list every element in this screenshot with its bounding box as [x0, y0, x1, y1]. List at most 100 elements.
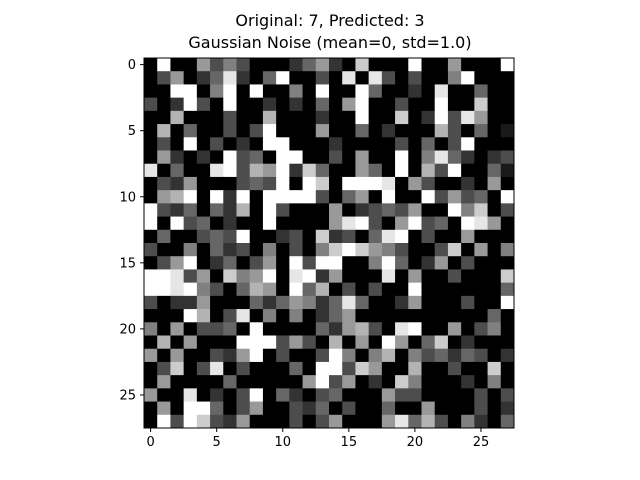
heatmap-cell-r20-c0 — [144, 322, 158, 336]
heatmap-cell-r18-c23 — [447, 295, 462, 310]
heatmap-cell-r13-c9 — [262, 229, 277, 244]
heatmap-cell-r25-c19 — [395, 388, 409, 402]
heatmap-cell-r17-c13 — [315, 282, 330, 297]
heatmap-cell-r17-c4 — [196, 282, 211, 297]
heatmap-cell-r26-c20 — [408, 401, 422, 416]
heatmap-cell-r7-c23 — [447, 150, 462, 165]
heatmap-cell-r11-c1 — [157, 203, 171, 217]
heatmap-cell-r19-c2 — [170, 309, 185, 323]
heatmap-cell-r23-c18 — [381, 361, 396, 376]
heatmap-cell-r22-c9 — [262, 348, 277, 363]
heatmap-cell-r1-c10 — [276, 71, 290, 85]
heatmap-cell-r16-c27 — [500, 269, 515, 284]
heatmap-cell-r21-c16 — [355, 335, 370, 350]
heatmap-cell-r2-c0 — [144, 84, 158, 99]
heatmap-cell-r18-c25 — [474, 295, 488, 310]
heatmap-cell-r11-c8 — [249, 203, 264, 217]
heatmap-cell-r9-c20 — [408, 176, 422, 191]
heatmap-cell-r15-c20 — [408, 256, 422, 270]
heatmap-cell-r26-c19 — [395, 401, 409, 416]
heatmap-cell-r27-c24 — [461, 414, 475, 429]
heatmap-cell-r10-c21 — [421, 190, 436, 204]
heatmap-cell-r15-c5 — [210, 256, 224, 270]
heatmap-cell-r7-c9 — [262, 150, 277, 165]
heatmap-cell-r5-c3 — [183, 124, 198, 138]
heatmap-cell-r10-c27 — [500, 190, 515, 204]
heatmap-cell-r1-c25 — [474, 71, 488, 85]
heatmap-cell-r13-c13 — [315, 229, 330, 244]
heatmap-cell-r22-c11 — [289, 348, 303, 363]
heatmap-cell-r21-c12 — [302, 335, 317, 350]
heatmap-cell-r2-c11 — [289, 84, 303, 99]
heatmap-cell-r9-c25 — [474, 176, 488, 191]
heatmap-cell-r11-c27 — [500, 203, 515, 217]
heatmap-cell-r6-c7 — [236, 137, 251, 151]
heatmap-cell-r19-c27 — [500, 309, 515, 323]
heatmap-cell-r10-c0 — [144, 190, 158, 204]
heatmap-cell-r8-c17 — [368, 163, 383, 178]
heatmap-cell-r20-c26 — [487, 322, 502, 336]
heatmap-cell-r6-c15 — [342, 137, 356, 151]
heatmap-cell-r9-c17 — [368, 176, 383, 191]
heatmap-cell-r14-c21 — [421, 243, 436, 257]
heatmap-cells — [144, 58, 515, 429]
heatmap-cell-r7-c25 — [474, 150, 488, 165]
heatmap-cell-r0-c22 — [434, 58, 449, 72]
heatmap-cell-r9-c6 — [223, 176, 237, 191]
heatmap-cell-r22-c23 — [447, 348, 462, 363]
heatmap-cell-r3-c3 — [183, 97, 198, 112]
heatmap-cell-r24-c0 — [144, 375, 158, 389]
heatmap-cell-r22-c21 — [421, 348, 436, 363]
heatmap-cell-r10-c6 — [223, 190, 237, 204]
heatmap-cell-r19-c1 — [157, 309, 171, 323]
heatmap-cell-r19-c6 — [223, 309, 237, 323]
heatmap-cell-r10-c2 — [170, 190, 185, 204]
heatmap-cell-r0-c8 — [249, 58, 264, 72]
heatmap-cell-r4-c21 — [421, 110, 436, 125]
heatmap-cell-r19-c19 — [395, 309, 409, 323]
heatmap-cell-r5-c27 — [500, 124, 515, 138]
heatmap-cell-r1-c18 — [381, 71, 396, 85]
heatmap-cell-r3-c6 — [223, 97, 237, 112]
heatmap-cell-r18-c24 — [461, 295, 475, 310]
heatmap-cell-r19-c17 — [368, 309, 383, 323]
heatmap-cell-r23-c27 — [500, 361, 515, 376]
heatmap-cell-r23-c2 — [170, 361, 185, 376]
heatmap-cell-r21-c24 — [461, 335, 475, 350]
heatmap-cell-r2-c25 — [474, 84, 488, 99]
heatmap-cell-r2-c20 — [408, 84, 422, 99]
heatmap-cell-r8-c13 — [315, 163, 330, 178]
heatmap-cell-r9-c11 — [289, 176, 303, 191]
heatmap-cell-r25-c7 — [236, 388, 251, 402]
heatmap-cell-r5-c10 — [276, 124, 290, 138]
heatmap-cell-r23-c15 — [342, 361, 356, 376]
heatmap-cell-r5-c5 — [210, 124, 224, 138]
heatmap-cell-r25-c23 — [447, 388, 462, 402]
heatmap-cell-r3-c27 — [500, 97, 515, 112]
y-tick-label-4: 20 — [119, 322, 136, 337]
heatmap-cell-r6-c27 — [500, 137, 515, 151]
heatmap-cell-r18-c14 — [329, 295, 343, 310]
heatmap-cell-r14-c4 — [196, 243, 211, 257]
heatmap-cell-r6-c0 — [144, 137, 158, 151]
heatmap-cell-r1-c16 — [355, 71, 370, 85]
heatmap-cell-r3-c1 — [157, 97, 171, 112]
heatmap-cell-r21-c15 — [342, 335, 356, 350]
heatmap-cell-r19-c9 — [262, 309, 277, 323]
heatmap-cell-r22-c5 — [210, 348, 224, 363]
heatmap-cell-r22-c19 — [395, 348, 409, 363]
heatmap-cell-r1-c23 — [447, 71, 462, 85]
heatmap-cell-r24-c8 — [249, 375, 264, 389]
heatmap-cell-r26-c27 — [500, 401, 515, 416]
heatmap-cell-r10-c5 — [210, 190, 224, 204]
heatmap-cell-r8-c2 — [170, 163, 185, 178]
heatmap-cell-r5-c0 — [144, 124, 158, 138]
heatmap-cell-r20-c1 — [157, 322, 171, 336]
heatmap-cell-r19-c24 — [461, 309, 475, 323]
heatmap-cell-r2-c18 — [381, 84, 396, 99]
heatmap-cell-r26-c18 — [381, 401, 396, 416]
heatmap-cell-r4-c17 — [368, 110, 383, 125]
heatmap-cell-r1-c14 — [329, 71, 343, 85]
heatmap-cell-r21-c4 — [196, 335, 211, 350]
heatmap-cell-r14-c17 — [368, 243, 383, 257]
